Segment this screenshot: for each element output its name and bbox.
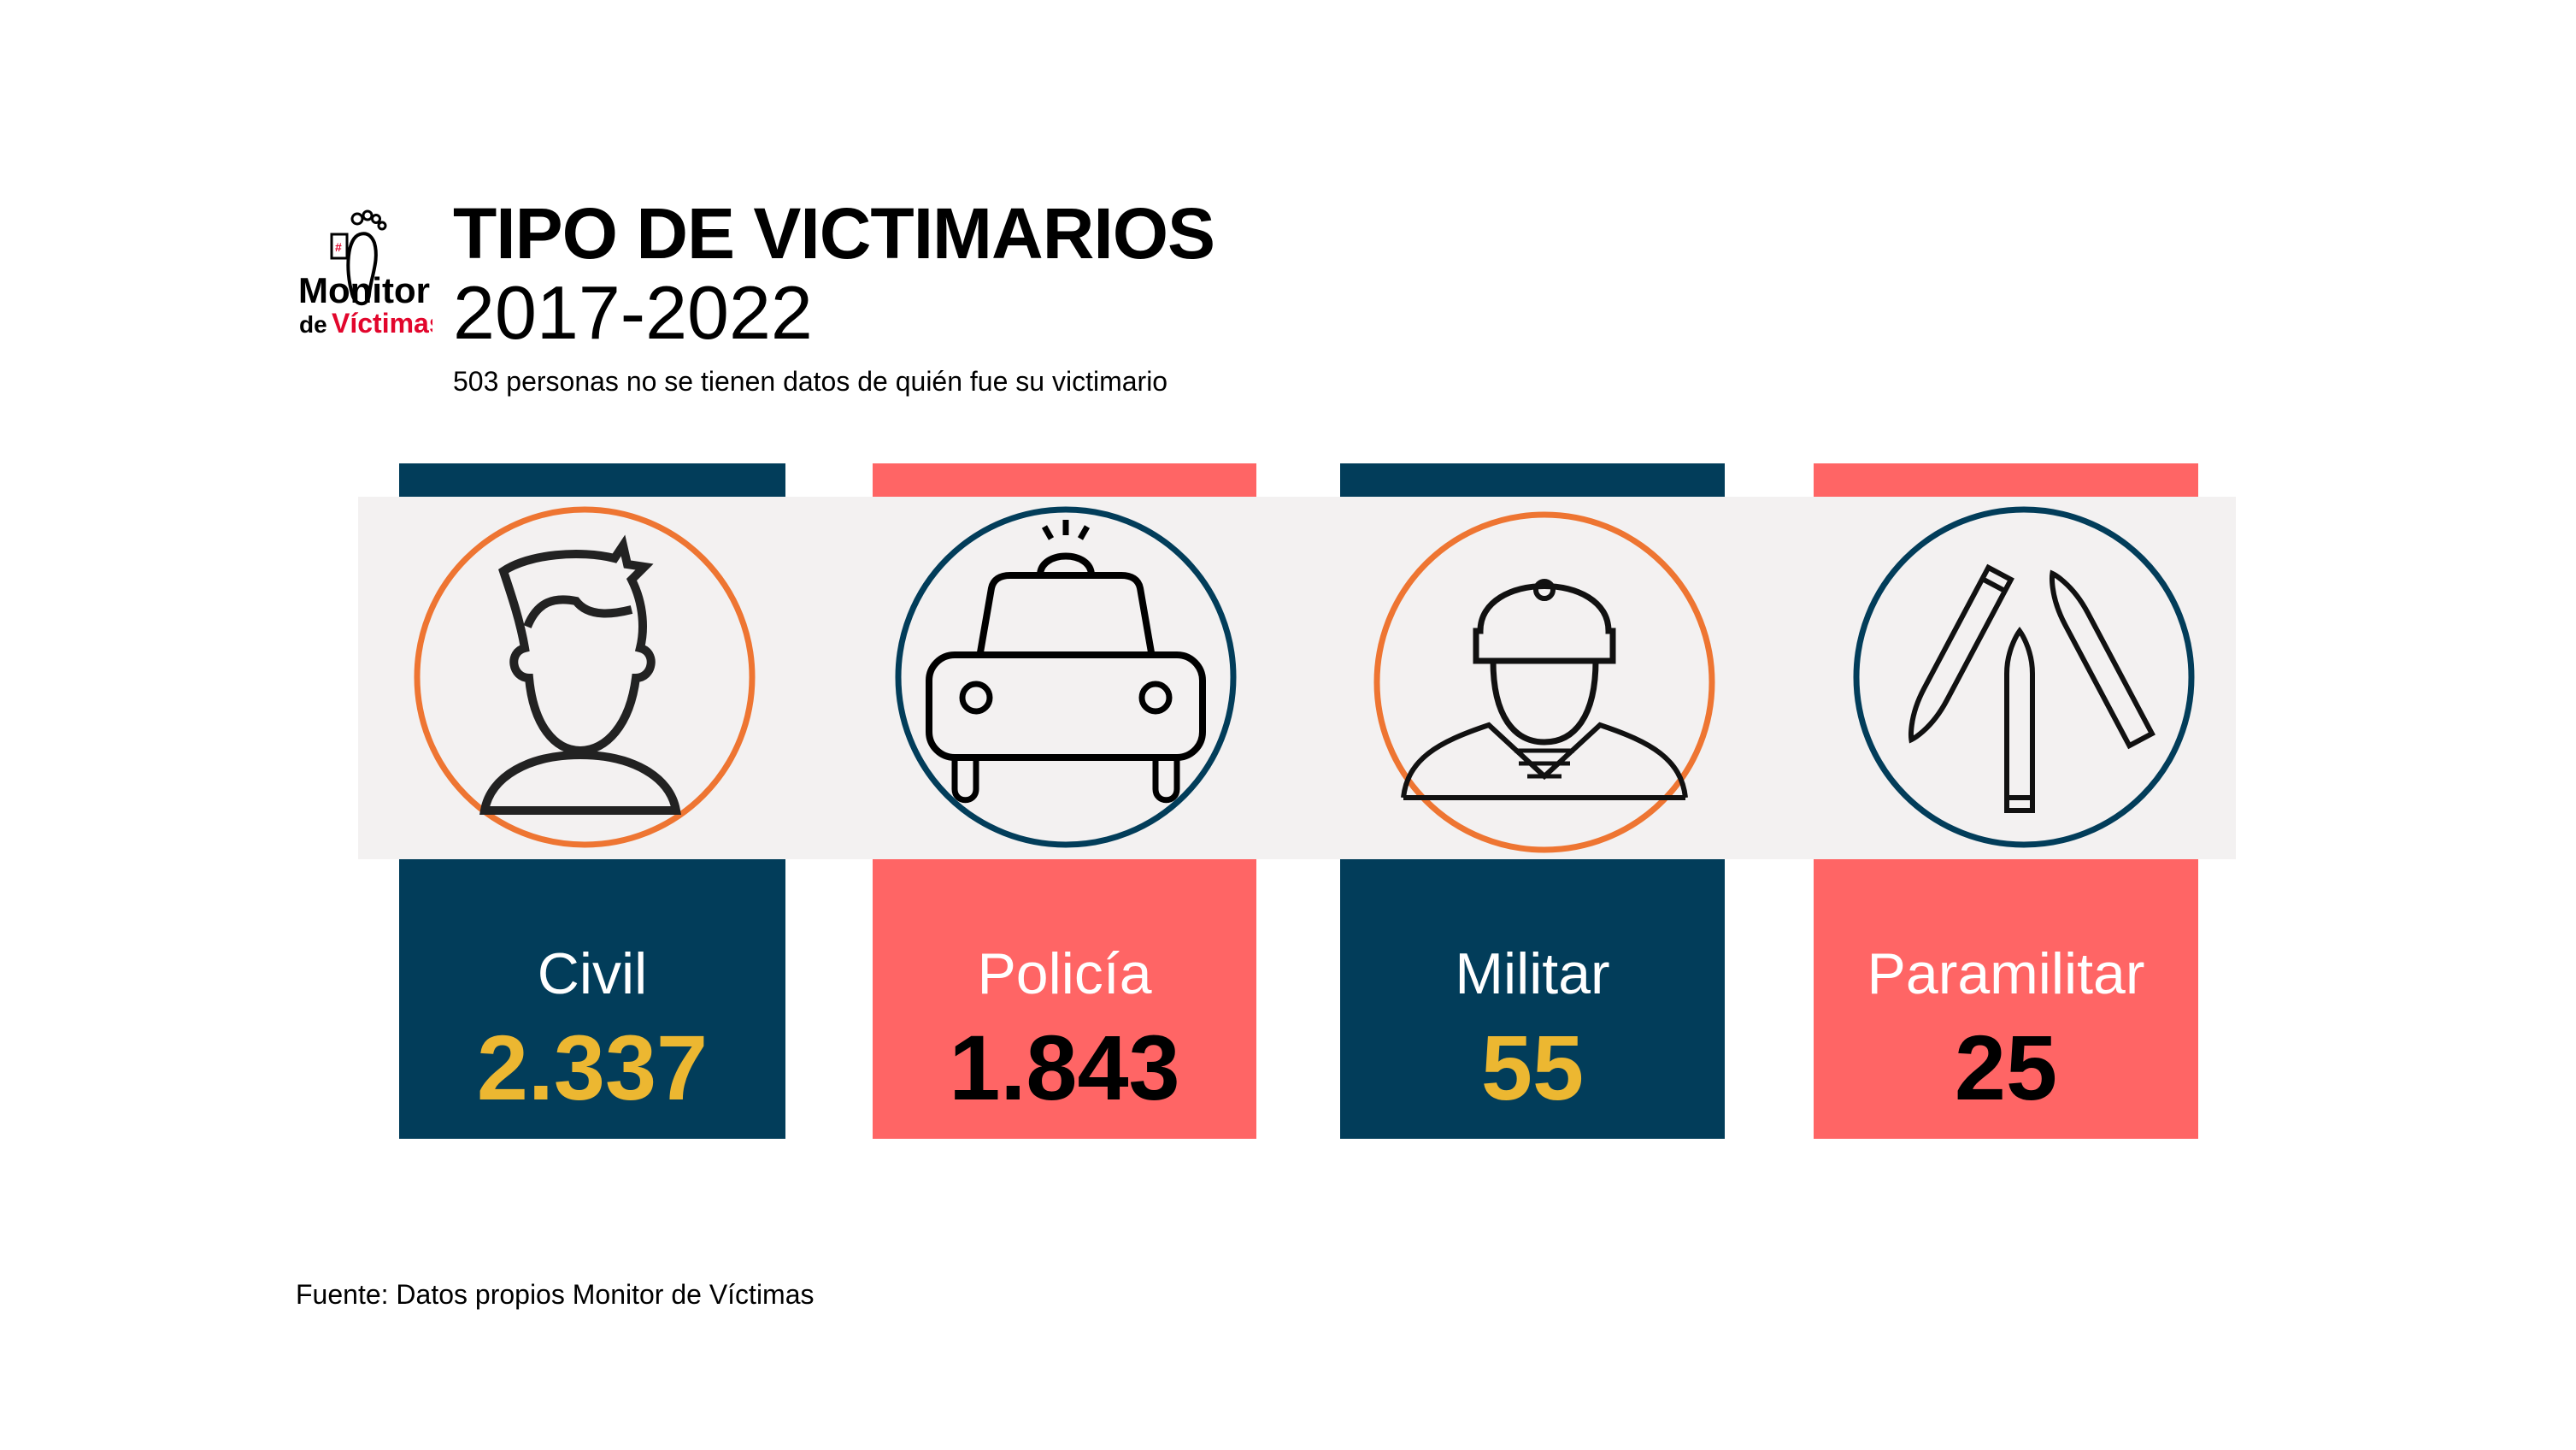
logo-line2: Víctimas — [332, 308, 432, 339]
card-civil-top-bar — [399, 463, 785, 497]
person-icon — [409, 503, 760, 853]
logo-line2-prefix: de — [299, 311, 327, 338]
subtitle: 503 personas no se tienen datos de quién… — [453, 366, 1168, 397]
bullets-icon — [1849, 503, 2199, 853]
card-policia: Policía 1.843 — [873, 859, 1256, 1139]
card-value: 25 — [1954, 1016, 2058, 1119]
logo-line1: Monitor — [298, 270, 430, 310]
year-range: 2017-2022 — [453, 270, 813, 355]
footprint-tag-icon: # Monitor de Víctimas — [298, 209, 444, 339]
card-paramilitar: Paramilitar 25 — [1814, 859, 2198, 1139]
card-value: 55 — [1480, 1016, 1585, 1119]
card-value: 2.337 — [476, 1016, 709, 1119]
police-car-icon — [891, 503, 1241, 853]
card-label: Policía — [977, 941, 1152, 1006]
card-value: 1.843 — [949, 1016, 1180, 1119]
card-paramilitar-top-bar — [1814, 463, 2198, 497]
card-militar: Militar 55 — [1340, 859, 1725, 1139]
card-label: Militar — [1455, 941, 1610, 1006]
card-civil: Civil 2.337 — [399, 859, 785, 1139]
card-policia-top-bar — [873, 463, 1256, 497]
card-label: Paramilitar — [1867, 941, 2145, 1006]
monitor-de-victimas-logo: # Monitor de Víctimas — [296, 200, 444, 341]
page-title: TIPO DE VICTIMARIOS — [453, 193, 1215, 274]
source-note: Fuente: Datos propios Monitor de Víctima… — [296, 1279, 815, 1310]
card-militar-top-bar — [1340, 463, 1725, 497]
card-label: Civil — [537, 941, 648, 1006]
soldier-icon — [1369, 503, 1720, 853]
svg-text:#: # — [335, 240, 342, 254]
